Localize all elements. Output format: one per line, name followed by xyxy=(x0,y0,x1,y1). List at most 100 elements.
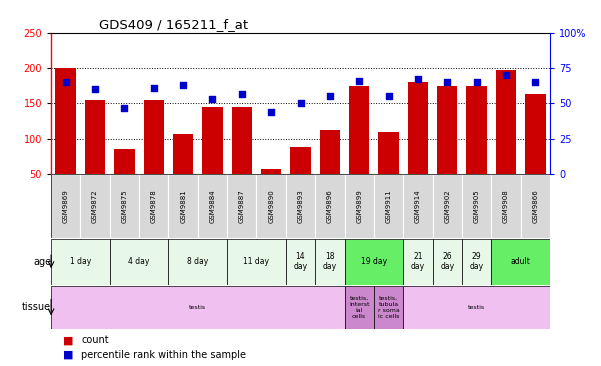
Text: GSM9893: GSM9893 xyxy=(297,189,304,223)
Bar xyxy=(520,174,550,238)
Text: testis: testis xyxy=(189,305,206,310)
Text: ■: ■ xyxy=(63,350,73,360)
Text: 18
day: 18 day xyxy=(323,252,337,272)
Point xyxy=(442,79,452,85)
Bar xyxy=(496,70,516,209)
Point xyxy=(413,76,423,82)
Bar xyxy=(462,174,491,238)
Text: GSM9869: GSM9869 xyxy=(63,189,69,223)
Bar xyxy=(407,82,428,209)
Point xyxy=(61,79,70,85)
Bar xyxy=(55,68,76,209)
Bar xyxy=(374,174,403,238)
Text: GSM9887: GSM9887 xyxy=(239,189,245,223)
Text: 21
day: 21 day xyxy=(411,252,425,272)
Bar xyxy=(51,174,81,238)
Text: 14
day: 14 day xyxy=(293,252,308,272)
Bar xyxy=(349,86,370,209)
Bar xyxy=(462,239,491,284)
Point xyxy=(90,86,100,92)
Bar xyxy=(374,286,403,329)
Point xyxy=(383,93,393,99)
Text: adult: adult xyxy=(511,257,531,266)
Text: GSM9905: GSM9905 xyxy=(474,189,480,223)
Text: testis: testis xyxy=(468,305,485,310)
Bar xyxy=(315,174,344,238)
Point xyxy=(355,78,364,84)
Bar xyxy=(290,147,311,209)
Bar xyxy=(198,174,227,238)
Point xyxy=(501,72,511,78)
Text: count: count xyxy=(81,335,109,346)
Text: GSM9902: GSM9902 xyxy=(444,189,450,223)
Point xyxy=(531,79,540,85)
Bar xyxy=(85,100,105,209)
Bar xyxy=(110,174,139,238)
Text: GSM9872: GSM9872 xyxy=(92,189,98,223)
Point xyxy=(296,101,305,107)
Bar xyxy=(139,174,168,238)
Bar xyxy=(227,174,257,238)
Text: percentile rank within the sample: percentile rank within the sample xyxy=(81,350,246,360)
Bar xyxy=(227,239,286,284)
Text: GSM9875: GSM9875 xyxy=(121,189,127,223)
Text: testis,
tubula
r soma
ic cells: testis, tubula r soma ic cells xyxy=(377,296,400,319)
Text: GSM9911: GSM9911 xyxy=(385,189,391,223)
Bar xyxy=(403,174,433,238)
Bar xyxy=(261,169,281,209)
Bar xyxy=(231,107,252,209)
Bar xyxy=(466,86,487,209)
Text: GSM9914: GSM9914 xyxy=(415,189,421,223)
Bar xyxy=(525,94,546,209)
Bar xyxy=(257,174,286,238)
Bar xyxy=(433,174,462,238)
Text: 4 day: 4 day xyxy=(129,257,150,266)
Point xyxy=(472,79,481,85)
Bar xyxy=(433,239,462,284)
Bar xyxy=(491,239,550,284)
Bar xyxy=(286,174,315,238)
Text: testis,
interst
ial
cells: testis, interst ial cells xyxy=(349,296,370,319)
Text: 29
day: 29 day xyxy=(469,252,484,272)
Text: tissue: tissue xyxy=(22,302,51,313)
Bar xyxy=(344,174,374,238)
Bar xyxy=(168,239,227,284)
Text: 11 day: 11 day xyxy=(243,257,269,266)
Bar xyxy=(315,239,344,284)
Bar xyxy=(437,86,457,209)
Bar xyxy=(403,286,550,329)
Bar xyxy=(51,286,344,329)
Bar xyxy=(168,174,198,238)
Text: GSM9890: GSM9890 xyxy=(268,189,274,223)
Point xyxy=(178,82,188,88)
Text: ■: ■ xyxy=(63,335,73,346)
Text: GSM9878: GSM9878 xyxy=(151,189,157,223)
Bar xyxy=(344,239,403,284)
Point xyxy=(266,109,276,115)
Bar xyxy=(114,149,135,209)
Text: GSM9866: GSM9866 xyxy=(532,189,538,223)
Bar xyxy=(286,239,315,284)
Text: age: age xyxy=(33,257,51,267)
Point xyxy=(149,85,159,91)
Bar xyxy=(51,239,110,284)
Text: GSM9881: GSM9881 xyxy=(180,189,186,223)
Point xyxy=(237,91,246,97)
Text: 8 day: 8 day xyxy=(187,257,209,266)
Text: GSM9884: GSM9884 xyxy=(210,189,216,223)
Bar xyxy=(110,239,168,284)
Text: GSM9896: GSM9896 xyxy=(327,189,333,223)
Text: 19 day: 19 day xyxy=(361,257,387,266)
Point xyxy=(120,105,129,111)
Bar xyxy=(320,130,340,209)
Bar xyxy=(378,132,399,209)
Bar xyxy=(81,174,110,238)
Bar xyxy=(344,286,374,329)
Text: GSM9908: GSM9908 xyxy=(503,189,509,223)
Text: GSM9899: GSM9899 xyxy=(356,189,362,223)
Text: 1 day: 1 day xyxy=(70,257,91,266)
Point xyxy=(325,93,335,99)
Text: 26
day: 26 day xyxy=(440,252,454,272)
Bar xyxy=(173,134,194,209)
Text: GDS409 / 165211_f_at: GDS409 / 165211_f_at xyxy=(99,18,248,31)
